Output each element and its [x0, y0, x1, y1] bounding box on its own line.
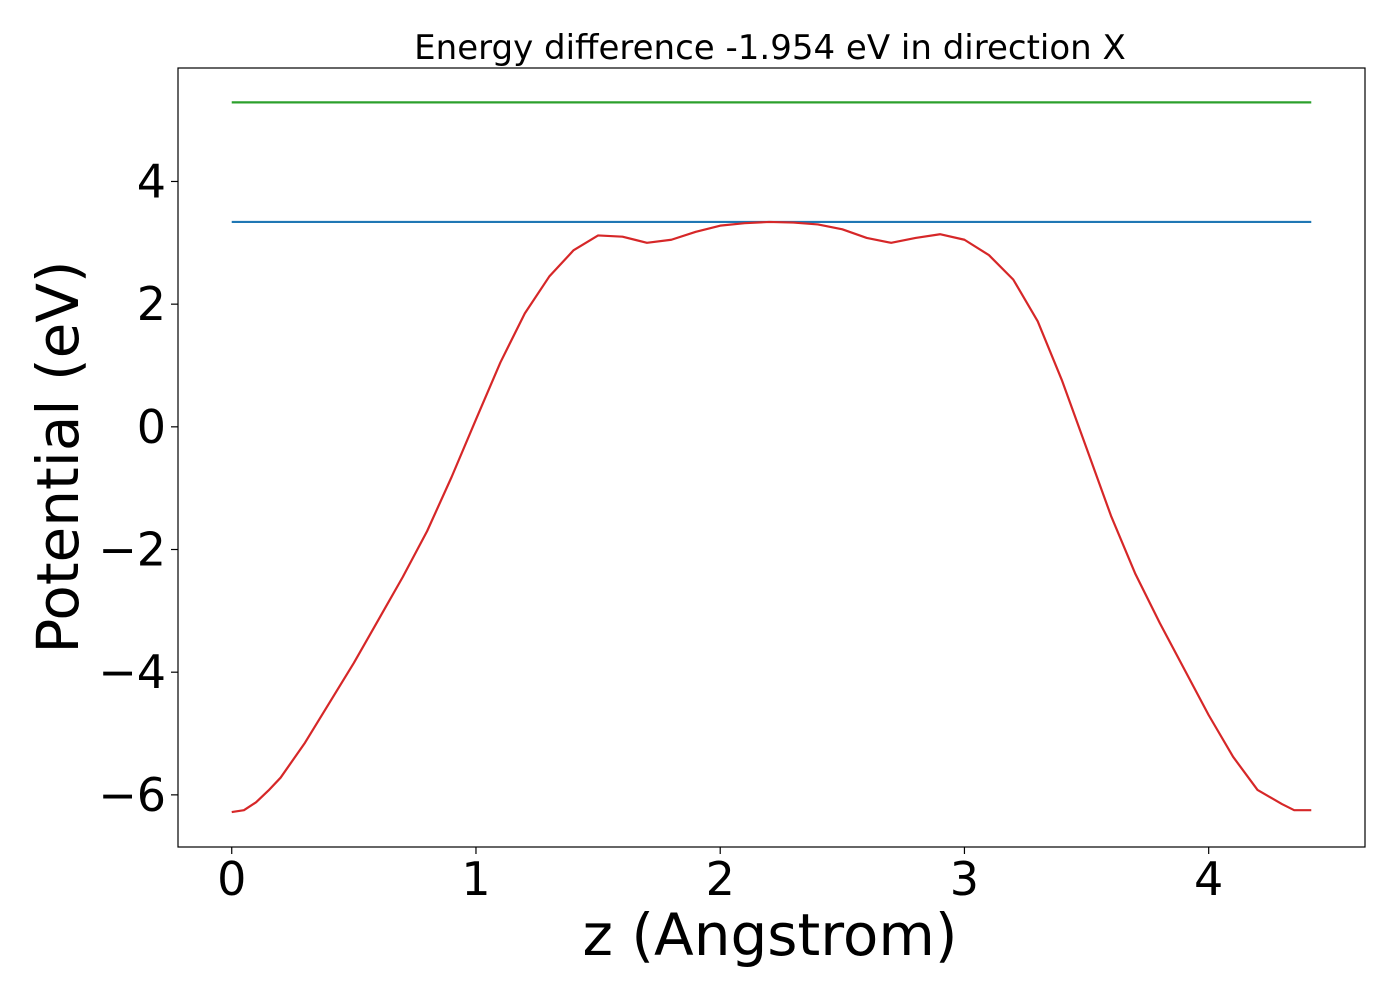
x-axis-label: z (Angstrom) [583, 901, 958, 969]
x-tick-label: 0 [217, 852, 246, 906]
y-tick-label: 2 [137, 277, 166, 331]
x-tick-label: 1 [461, 852, 490, 906]
x-tick-label: 3 [950, 852, 979, 906]
y-tick-label: −2 [98, 523, 166, 577]
y-axis: −6 −4 −2 0 2 4 [98, 154, 178, 822]
plot-area [177, 67, 1366, 848]
chart-title: Energy difference -1.954 eV in direction… [414, 28, 1126, 68]
y-axis-label: Potential (eV) [24, 260, 92, 653]
y-tick-label: −4 [98, 645, 166, 699]
y-tick-label: 0 [137, 400, 166, 454]
x-tick-label: 2 [706, 852, 735, 906]
series-layer [231, 101, 1312, 814]
y-tick-label: 4 [137, 154, 166, 208]
x-axis: 0 1 2 3 4 [217, 847, 1223, 906]
x-tick-label: 4 [1194, 852, 1223, 906]
y-tick-label: −6 [98, 768, 166, 822]
series-line-2 [231, 220, 1312, 814]
